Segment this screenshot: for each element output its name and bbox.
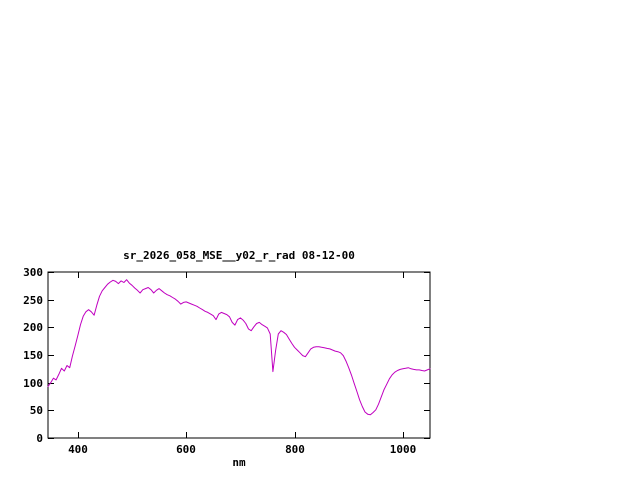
y-tick-label: 200 bbox=[23, 321, 43, 334]
y-tick-label: 300 bbox=[23, 266, 43, 279]
y-tick-label: 100 bbox=[23, 377, 43, 390]
x-tick-label: 1000 bbox=[390, 443, 417, 456]
x-axis-label: nm bbox=[232, 456, 246, 469]
radiance-line bbox=[47, 279, 431, 416]
y-tick-label: 50 bbox=[30, 404, 43, 417]
y-tick-label: 250 bbox=[23, 294, 43, 307]
x-tick-label: 400 bbox=[68, 443, 88, 456]
axis-ticks bbox=[48, 272, 430, 439]
y-tick-label: 0 bbox=[36, 432, 43, 445]
chart-title: sr_2026_058_MSE__y02_r_rad 08-12-00 bbox=[123, 249, 355, 262]
y-tick-label: 150 bbox=[23, 349, 43, 362]
axis-tick-labels: 400 600 800 1000 0 50 100 150 200 250 300 bbox=[23, 266, 416, 456]
x-tick-label: 800 bbox=[285, 443, 305, 456]
x-tick-label: 600 bbox=[176, 443, 196, 456]
